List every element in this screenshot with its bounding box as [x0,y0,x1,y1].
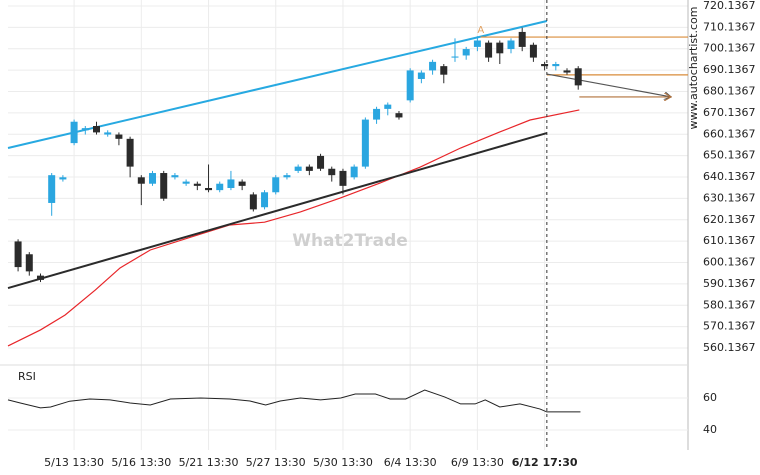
overlay-line [7,132,548,290]
candle-body [529,44,537,58]
y-tick-label: 620.1367 [703,213,756,226]
candle-body [317,155,325,169]
y-tick-label: 600.1367 [703,256,756,269]
candle-body [193,183,201,186]
candle-body [272,177,280,193]
candle-body [249,194,257,210]
candle-body [350,166,358,178]
candle-body [294,166,302,171]
y-tick-label: 610.1367 [703,234,756,247]
candle-body [171,175,179,178]
candle-body [305,166,313,171]
overlay-line [546,73,671,97]
y-tick-label: 580.1367 [703,298,756,311]
y-tick-label: 660.1367 [703,127,756,140]
candle-body [473,40,481,47]
x-tick-label: 6/12 17:30 [512,456,578,469]
candle-body [48,175,56,203]
candle-body [36,275,44,280]
candle-body [518,31,526,47]
x-tick-label: 5/27 13:30 [246,456,306,469]
panel-title: RSI [18,370,36,383]
candle-body [227,179,235,188]
candle-body [496,42,504,54]
candle-body [261,192,269,208]
pattern-label: A [477,25,484,36]
candle-body [283,175,291,178]
y-tick-label: 650.1367 [703,149,756,162]
candle-body [429,61,437,71]
candle-body [552,64,560,67]
y-tick-label: 590.1367 [703,277,756,290]
candle-body [216,183,224,191]
candle-body [93,125,101,133]
x-tick-label: 5/30 13:30 [313,456,373,469]
candle-body [59,177,67,180]
candle-body [406,70,414,101]
candle-body [395,113,403,118]
y-tick-label: 710.1367 [703,20,756,33]
source-label: www.autochartist.com [687,7,700,130]
y-tick-label: 680.1367 [703,85,756,98]
candle-body [70,121,78,144]
candle-body [563,70,571,73]
x-tick-label: 5/21 13:30 [179,456,239,469]
candle-body [81,128,89,131]
candle-body [507,40,515,50]
candle-body [104,132,112,135]
y-tick-label: 40 [703,423,717,436]
rsi-line [7,389,581,413]
x-tick-label: 5/13 13:30 [44,456,104,469]
x-tick-label: 6/4 13:30 [384,456,437,469]
overlay-line [7,109,580,347]
candle-body [149,173,157,184]
candle-body [541,64,549,67]
candle-body [451,56,459,58]
y-tick-label: 690.1367 [703,63,756,76]
candle-body [14,241,22,268]
candle-body [417,72,425,79]
candle-body [25,254,33,272]
y-tick-label: 560.1367 [703,341,756,354]
candle-body [137,177,145,184]
candle-body [440,66,448,75]
x-tick-label: 6/9 13:30 [451,456,504,469]
candle-body [328,168,336,176]
candle-body [238,181,246,186]
y-tick-label: 670.1367 [703,106,756,119]
y-tick-label: 640.1367 [703,170,756,183]
candle-body [373,108,381,120]
watermark: What2Trade [292,231,408,251]
candle-body [182,181,190,184]
candle-body [574,68,582,86]
y-tick-label: 630.1367 [703,191,756,204]
candle-body [115,134,123,139]
candle-body [126,138,134,167]
candle-body [462,49,470,56]
y-tick-label: 720.1367 [703,0,756,12]
candle-body [339,170,347,186]
candle-body [205,187,213,191]
y-tick-label: 700.1367 [703,42,756,55]
candle-body [384,104,392,109]
candle-body [160,173,168,199]
candle-body [485,42,493,58]
x-tick-label: 5/16 13:30 [111,456,171,469]
candle-body [361,119,369,167]
y-tick-label: 60 [703,391,717,404]
y-tick-label: 570.1367 [703,320,756,333]
